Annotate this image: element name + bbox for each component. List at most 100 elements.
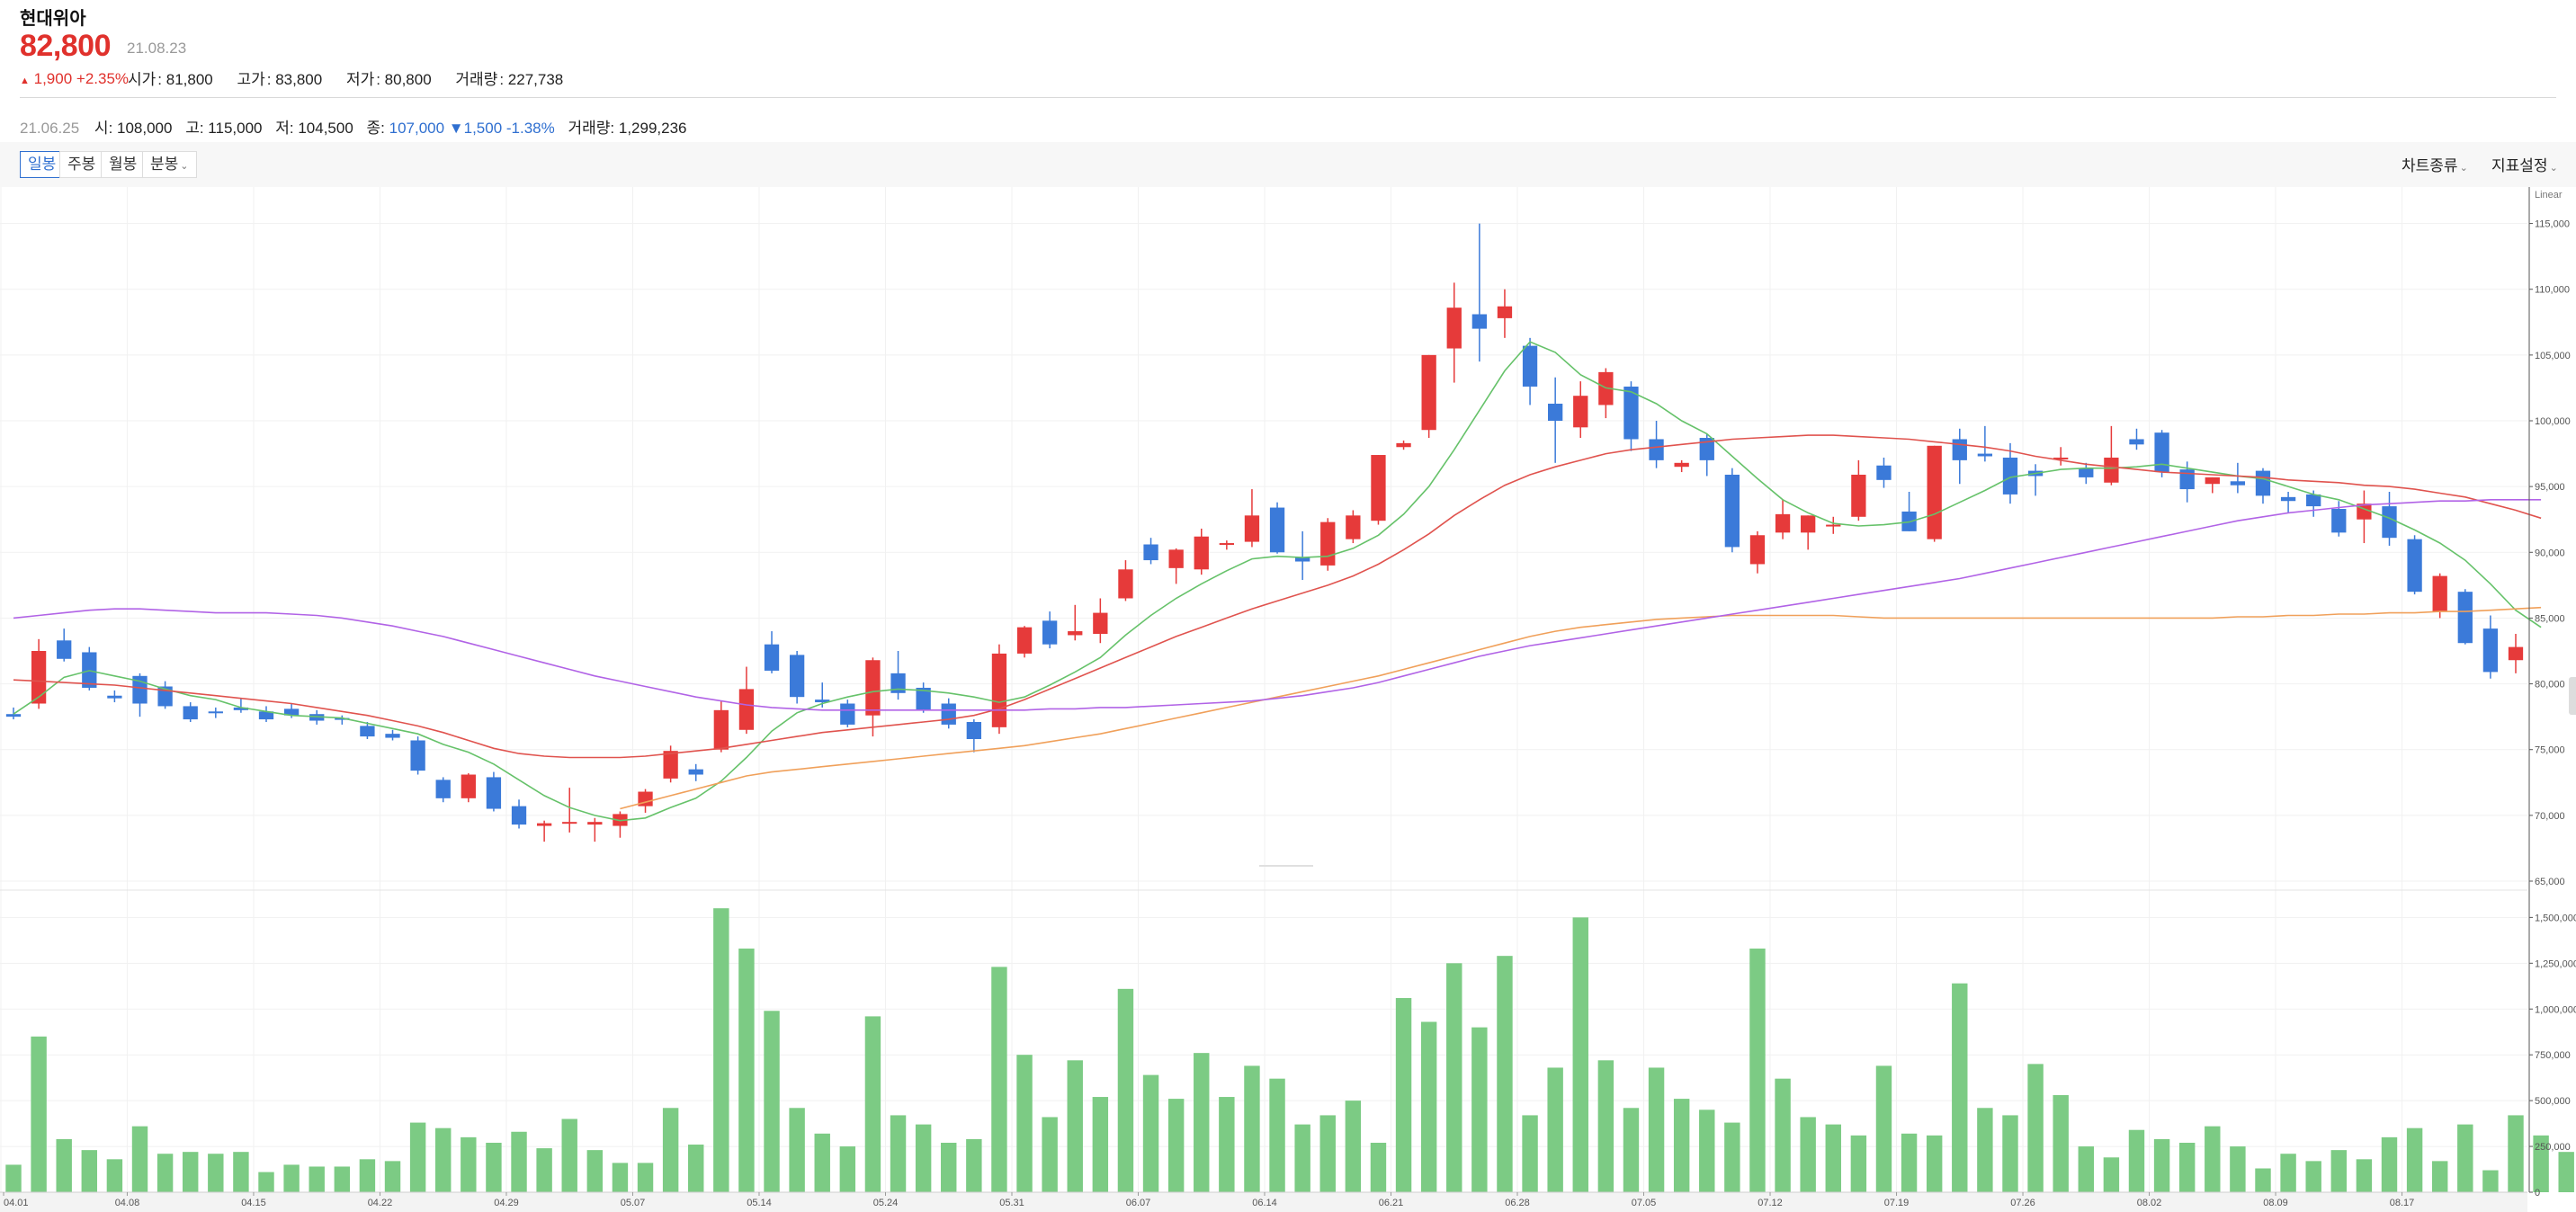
volume-bar xyxy=(1446,963,1462,1192)
volume-bar xyxy=(1850,1135,1867,1192)
volume-bar xyxy=(208,1154,224,1192)
volume-bar xyxy=(1926,1135,1943,1192)
volume-bar xyxy=(435,1127,452,1192)
volume-tick-label: 500,000 xyxy=(2535,1096,2571,1107)
candle-body xyxy=(764,644,780,671)
volume-bar xyxy=(1142,1074,1159,1192)
stat-open: 시가: 81,800 xyxy=(128,71,213,88)
chevron-down-icon: ⌄ xyxy=(2459,163,2468,174)
volume-bar xyxy=(2255,1168,2271,1192)
candle-body xyxy=(1244,515,1260,542)
hover-info-bar: 21.06.25 시: 108,000 고: 115,000 저: 104,50… xyxy=(20,115,696,138)
volume-bar xyxy=(839,1146,856,1192)
volume-bar xyxy=(1016,1055,1033,1192)
indicator-settings-dropdown[interactable]: 지표설정 ⌄ xyxy=(2491,157,2558,174)
price-tick-label: 110,000 xyxy=(2535,285,2570,296)
date-tick-label: 07.05 xyxy=(1632,1198,1657,1208)
current-price: 82,800 xyxy=(20,29,112,63)
volume-bar xyxy=(1977,1108,1993,1192)
candle-body xyxy=(1421,354,1436,431)
date-tick-label: 04.08 xyxy=(115,1198,140,1208)
hover-volume: 거래량: 1,299,236 xyxy=(568,120,687,137)
candle-body xyxy=(1269,507,1285,553)
quote-date: 21.08.23 xyxy=(127,40,187,57)
candle-body xyxy=(890,673,906,693)
period-minute-button[interactable]: 분봉 ⌄ xyxy=(142,151,197,178)
volume-bar xyxy=(2508,1115,2524,1192)
date-tick-label: 07.19 xyxy=(1884,1198,1910,1208)
stock-chart[interactable]: Linear 65,000 70,000 75,000 80,000 85,000 90,0… xyxy=(0,187,2576,1212)
date-tick-label: 06.21 xyxy=(1379,1198,1404,1208)
candle-body xyxy=(511,806,527,825)
volume-bar xyxy=(1345,1101,1362,1192)
price-tick-label: 85,000 xyxy=(2535,613,2565,624)
volume-bar xyxy=(2533,1135,2549,1192)
date-tick-label: 08.17 xyxy=(2390,1198,2415,1208)
candle-body xyxy=(258,711,274,720)
volume-bar xyxy=(409,1122,426,1192)
candle-body xyxy=(1016,627,1033,654)
candle-body xyxy=(815,700,830,703)
volume-bar xyxy=(1724,1122,1740,1192)
price-change: ▲ 1,900 +2.35% xyxy=(20,70,129,88)
price-change-value: 1,900 +2.35% xyxy=(33,70,130,87)
volume-bar xyxy=(738,949,755,1192)
volume-bar xyxy=(2178,1142,2196,1192)
date-tick-label: 08.02 xyxy=(2137,1198,2162,1208)
volume-bar xyxy=(81,1150,98,1192)
volume-bar xyxy=(2053,1095,2069,1192)
candle-body xyxy=(1927,445,1942,539)
volume-bar xyxy=(1547,1067,1563,1192)
candle-body xyxy=(1699,438,1714,460)
date-tick-label: 08.09 xyxy=(2263,1198,2288,1208)
volume-tick-label: 1,500,000 xyxy=(2535,913,2576,923)
date-tick-label: 05.07 xyxy=(621,1198,646,1208)
period-monthly-button[interactable]: 월봉 xyxy=(101,151,146,178)
volume-bar xyxy=(561,1118,577,1192)
candle-body xyxy=(2432,575,2447,612)
volume-bar xyxy=(612,1163,629,1192)
scroll-handle[interactable] xyxy=(2569,677,2576,715)
quote-stats: 시가: 81,800 고가: 83,800 저가: 80,800 거래량: 22… xyxy=(128,67,583,89)
volume-bar xyxy=(966,1138,982,1192)
volume-bar xyxy=(1319,1115,1336,1192)
volume-bar xyxy=(2356,1159,2373,1192)
stock-name: 현대위아 xyxy=(20,9,86,29)
candle-body xyxy=(1623,386,1639,440)
candle-body xyxy=(789,655,805,698)
price-tick-label: 80,000 xyxy=(2535,680,2565,691)
candle-body xyxy=(2255,470,2271,496)
volume-bar xyxy=(1244,1065,1260,1192)
candle-body xyxy=(1573,396,1588,428)
volume-bar xyxy=(106,1159,123,1192)
candle-body xyxy=(57,640,72,659)
volume-bar xyxy=(1420,1021,1437,1192)
volume-bar xyxy=(2205,1126,2221,1192)
period-weekly-button[interactable]: 주봉 xyxy=(59,151,104,178)
volume-bar xyxy=(586,1150,604,1192)
volume-bar xyxy=(157,1154,174,1192)
price-tick-label: 105,000 xyxy=(2535,351,2571,361)
candle-body xyxy=(410,740,425,771)
header-divider xyxy=(20,97,2556,98)
volume-bar xyxy=(1395,998,1412,1192)
volume-tick-label: 250,000 xyxy=(2535,1142,2571,1153)
hover-change: ▼1,500 -1.38% xyxy=(448,120,555,137)
volume-bar xyxy=(1092,1097,1109,1192)
date-tick-label: 04.22 xyxy=(368,1198,393,1208)
volume-bar xyxy=(2103,1157,2120,1192)
candle-body xyxy=(107,695,122,699)
volume-bar xyxy=(1370,1142,1387,1192)
candle-body xyxy=(1118,569,1133,599)
price-tick-label: 115,000 xyxy=(2535,219,2570,230)
price-tick-label: 75,000 xyxy=(2535,745,2565,756)
chart-type-dropdown[interactable]: 차트종류 ⌄ xyxy=(2402,157,2468,174)
candle-body xyxy=(1801,515,1816,533)
candle-body xyxy=(865,660,881,716)
candle-body xyxy=(1068,631,1083,636)
candle-body xyxy=(208,711,223,714)
candle-body xyxy=(1851,474,1866,517)
candle-body xyxy=(536,823,552,826)
volume-bar xyxy=(283,1164,300,1192)
period-daily-button[interactable]: 일봉 xyxy=(20,151,65,178)
